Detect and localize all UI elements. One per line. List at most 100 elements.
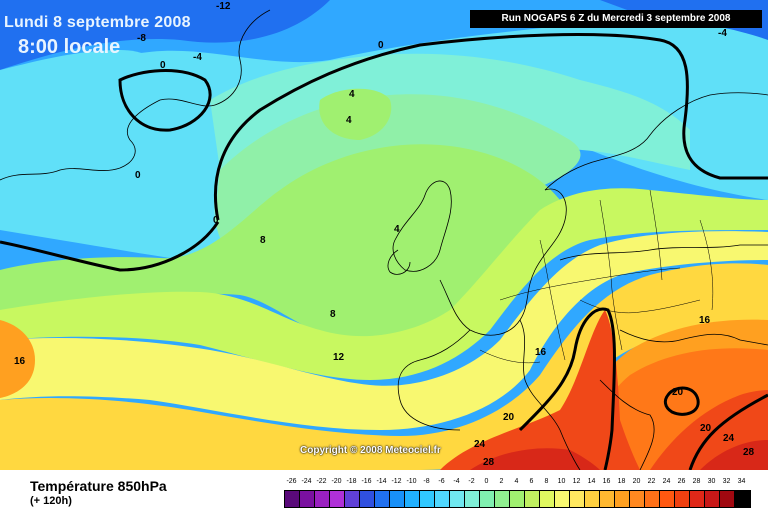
scale-swatch — [540, 491, 555, 507]
contour-label: 8 — [330, 309, 336, 320]
scale-label: -26 — [286, 478, 297, 485]
scale-label: -24 — [301, 478, 312, 485]
scale-swatch — [690, 491, 705, 507]
isotherm-20-cell — [663, 386, 700, 416]
contour-label: -4 — [718, 28, 727, 39]
scale-label: 6 — [529, 478, 534, 485]
yellow-zone — [0, 231, 768, 430]
map-title: Température 850hPa — [30, 478, 167, 494]
model-run-label: Run NOGAPS 6 Z du Mercredi 3 septembre 2… — [470, 10, 762, 28]
contour-label: -4 — [193, 52, 202, 63]
scale-label: -18 — [346, 478, 357, 485]
color-scale-bar — [284, 490, 751, 508]
scale-swatch — [555, 491, 570, 507]
contour-label: 20 — [700, 423, 712, 434]
contour-label: 16 — [14, 356, 26, 367]
crimson-zone — [470, 448, 600, 470]
scale-swatch — [480, 491, 495, 507]
scale-label: 18 — [617, 478, 626, 485]
scale-label: 28 — [692, 478, 701, 485]
scale-swatch — [510, 491, 525, 507]
scale-swatch — [705, 491, 720, 507]
scale-label: 34 — [737, 478, 746, 485]
copyright-notice: Copyright © 2008 Meteociel.fr — [300, 445, 441, 456]
scale-swatch — [720, 491, 735, 507]
scale-label: -4 — [453, 478, 460, 485]
contour-label: 0 — [213, 215, 219, 226]
scale-swatch — [615, 491, 630, 507]
isotherm-0 — [118, 69, 212, 132]
scale-label: 30 — [707, 478, 716, 485]
scale-label: -6 — [438, 478, 445, 485]
scale-swatch — [405, 491, 420, 507]
contour-label: 16 — [535, 347, 547, 358]
contour-label: 24 — [723, 433, 735, 444]
deep-blue-zone — [0, 0, 330, 70]
scale-swatch — [375, 491, 390, 507]
contour-labels: -12 -8 -4 0 -4 0 0 0 4 4 8 4 8 12 16 16 … — [14, 1, 755, 468]
scale-label: 12 — [572, 478, 581, 485]
scale-label: -2 — [468, 478, 475, 485]
contour-label: 24 — [474, 439, 486, 450]
green-zone-north — [319, 88, 392, 140]
scale-swatch — [600, 491, 615, 507]
scale-swatch — [315, 491, 330, 507]
isotherm-20 — [518, 307, 616, 470]
contour-label: -8 — [137, 33, 146, 44]
scale-label: 0 — [484, 478, 489, 485]
orange-zone-west — [0, 320, 35, 398]
contour-label: 8 — [260, 235, 266, 246]
scale-swatch — [660, 491, 675, 507]
scale-swatch — [300, 491, 315, 507]
scale-label: 16 — [602, 478, 611, 485]
scale-swatch — [735, 491, 750, 507]
contour-label: 0 — [160, 60, 166, 71]
contour-label: 4 — [394, 224, 400, 235]
contour-label: 28 — [743, 447, 755, 458]
scale-label: -10 — [406, 478, 417, 485]
scale-label: 14 — [587, 478, 596, 485]
scale-label: -22 — [316, 478, 327, 485]
scale-swatch — [675, 491, 690, 507]
scale-swatch — [450, 491, 465, 507]
forecast-time: 8:00 locale — [18, 36, 121, 58]
isotherm-0-main — [214, 33, 768, 221]
scale-swatch — [360, 491, 375, 507]
scale-label: -14 — [376, 478, 387, 485]
temperature-map: -12 -8 -4 0 -4 0 0 0 4 4 8 4 8 12 16 16 … — [0, 0, 768, 470]
scale-swatch — [330, 491, 345, 507]
scale-label: 26 — [677, 478, 686, 485]
scale-swatch — [525, 491, 540, 507]
isotherm-0-southwest — [0, 221, 220, 272]
gold-zone — [0, 263, 768, 470]
forecast-date: Lundi 8 septembre 2008 — [4, 14, 191, 31]
contour-label: 0 — [378, 40, 384, 51]
scale-swatch — [570, 491, 585, 507]
scale-swatch — [390, 491, 405, 507]
scale-swatch — [465, 491, 480, 507]
scale-label: 32 — [722, 478, 731, 485]
contour-label: 16 — [699, 315, 711, 326]
scale-swatch — [585, 491, 600, 507]
isotherm-20-southeast — [688, 393, 768, 470]
contour-label: 4 — [349, 89, 355, 100]
contour-label: 0 — [135, 170, 141, 181]
scale-label: 24 — [662, 478, 671, 485]
scale-swatch — [345, 491, 360, 507]
scale-swatch — [420, 491, 435, 507]
scale-label: -8 — [423, 478, 430, 485]
scale-label: 10 — [557, 478, 566, 485]
scale-label: 2 — [499, 478, 504, 485]
scale-label: -12 — [391, 478, 402, 485]
country-borders — [479, 189, 714, 364]
contour-label: 20 — [672, 387, 684, 398]
contour-label: -12 — [216, 1, 231, 12]
forecast-range: (+ 120h) — [30, 495, 72, 507]
scale-label: 4 — [514, 478, 519, 485]
scale-swatch — [435, 491, 450, 507]
contour-label: 28 — [483, 457, 495, 468]
scale-label: 20 — [632, 478, 641, 485]
scale-label: 22 — [647, 478, 656, 485]
scale-swatch — [495, 491, 510, 507]
contour-label: 4 — [346, 115, 352, 126]
